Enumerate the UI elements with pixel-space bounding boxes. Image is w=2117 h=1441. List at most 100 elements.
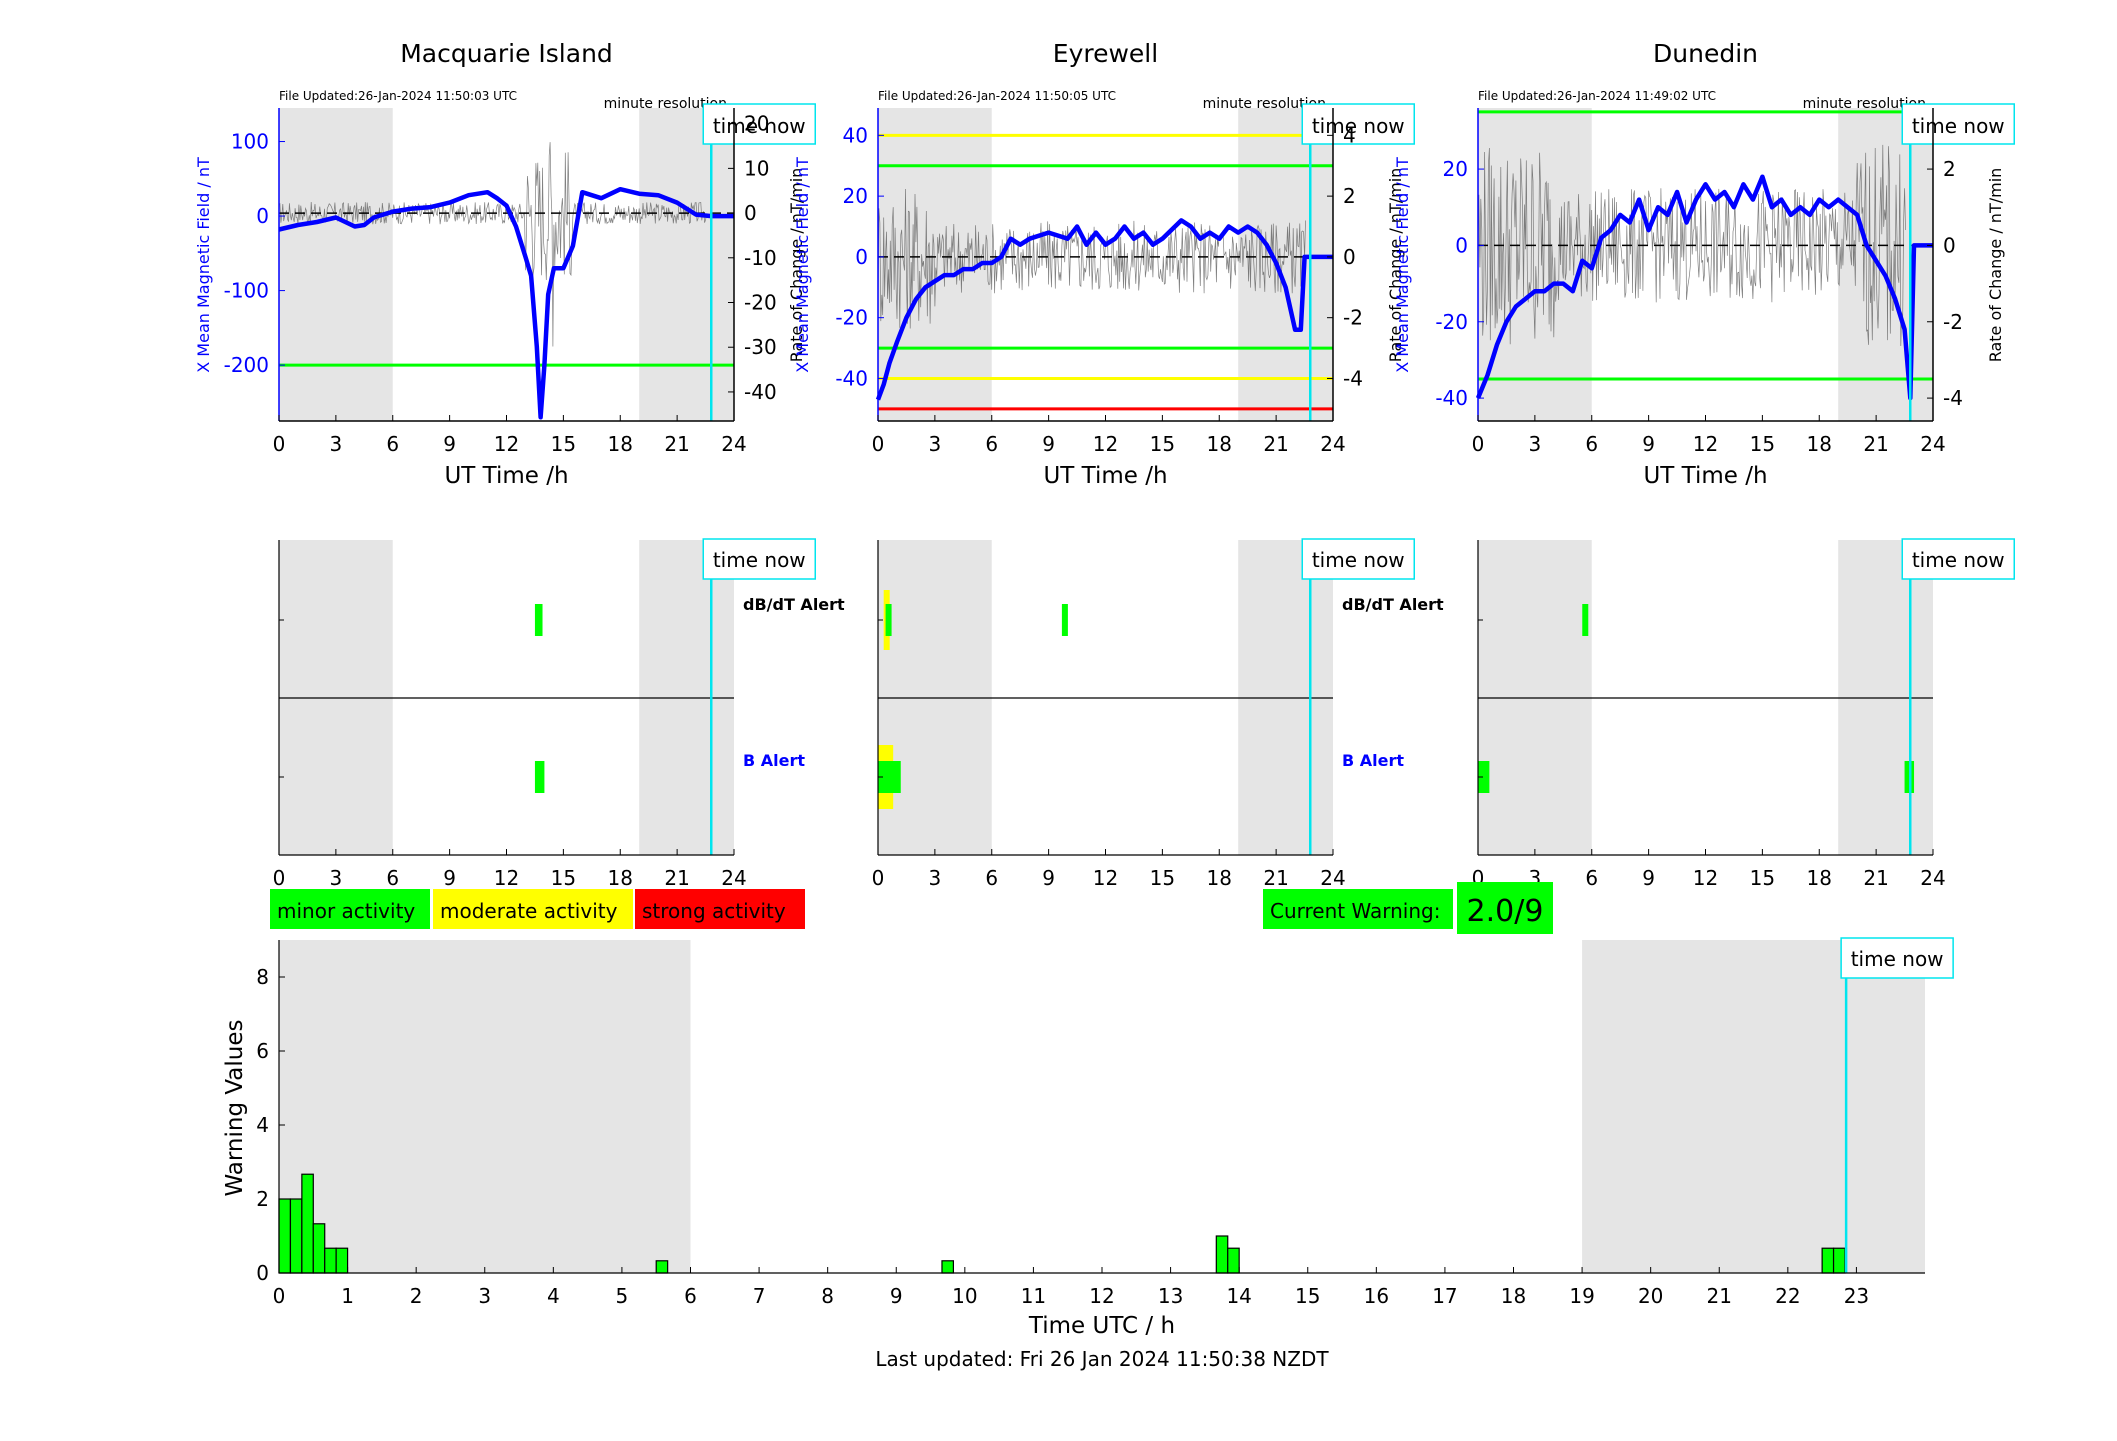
x-tick-label: 21 bbox=[1263, 866, 1288, 890]
x-tick-label: 9 bbox=[1642, 432, 1655, 456]
time-now-label: time now bbox=[1912, 114, 2005, 138]
warning-bar bbox=[278, 1198, 292, 1274]
x-tick-label: 21 bbox=[1863, 866, 1888, 890]
night-shade bbox=[1838, 108, 1933, 421]
alert-panel: time now 0 3 6 9 12 15 18 21 24 dB/dT Alert B Alert bbox=[273, 538, 845, 890]
x-tick-label: 24 bbox=[721, 866, 746, 890]
x-tick-label: 3 bbox=[330, 866, 343, 890]
x-axis-label: UT Time /h bbox=[1643, 463, 1767, 489]
x-tick-label: 0 bbox=[872, 432, 885, 456]
night-shade bbox=[279, 108, 393, 421]
x-tick-label: 15 bbox=[1750, 432, 1775, 456]
x-tick-label: 14 bbox=[1226, 1284, 1251, 1308]
x-tick-label: 2 bbox=[410, 1284, 423, 1308]
x-tick-label: 0 bbox=[273, 866, 286, 890]
x-tick-label: 12 bbox=[1089, 1284, 1114, 1308]
y-tick-label: 20 bbox=[1443, 157, 1468, 181]
y-tick-label: 100 bbox=[231, 130, 269, 154]
warning-bar bbox=[1215, 1235, 1229, 1274]
warning-bar bbox=[1821, 1247, 1835, 1274]
x-tick-label: 15 bbox=[1295, 1284, 1320, 1308]
b-alert-label: B Alert bbox=[743, 751, 805, 770]
y-tick-label: 0 bbox=[256, 204, 269, 228]
legend-swatch bbox=[433, 889, 633, 929]
x-tick-label: 24 bbox=[721, 432, 746, 456]
y-right-tick-label: 10 bbox=[744, 156, 769, 180]
alert-mark-minor bbox=[534, 761, 545, 793]
x-tick-label: 9 bbox=[1042, 432, 1055, 456]
x-tick-label: 3 bbox=[478, 1284, 491, 1308]
x-tick-label: 9 bbox=[1042, 866, 1055, 890]
x-tick-label: 24 bbox=[1320, 432, 1345, 456]
x-tick-label: 9 bbox=[443, 432, 456, 456]
x-tick-label: 18 bbox=[1501, 1284, 1526, 1308]
dbdt-alert-label: dB/dT Alert bbox=[1342, 595, 1444, 614]
night-shade bbox=[1582, 940, 1925, 1273]
legend-label: minor activity bbox=[277, 899, 415, 923]
x-tick-label: 24 bbox=[1920, 866, 1945, 890]
y-right-tick-label: -10 bbox=[744, 246, 777, 270]
x-tick-label: 6 bbox=[1585, 432, 1598, 456]
y-tick-label: 0 bbox=[256, 1261, 269, 1285]
x-tick-label: 5 bbox=[616, 1284, 629, 1308]
time-now-box bbox=[702, 538, 816, 580]
y-axis-label: X Mean Magnetic Field / nT bbox=[194, 157, 213, 373]
x-tick-label: 9 bbox=[1642, 866, 1655, 890]
y-tick-label: 2 bbox=[256, 1187, 269, 1211]
alert-mark-minor bbox=[1478, 761, 1490, 793]
alert-mark-minor bbox=[885, 604, 892, 636]
y-tick-label: 0 bbox=[855, 245, 868, 269]
file-updated-text: File Updated:26-Jan-2024 11:50:05 UTC bbox=[878, 89, 1116, 103]
warning-bar bbox=[312, 1223, 326, 1274]
x-tick-label: 12 bbox=[1093, 432, 1118, 456]
legend-swatch bbox=[635, 889, 805, 929]
warning-bar bbox=[655, 1260, 669, 1274]
time-now-label: time now bbox=[713, 548, 806, 572]
x-tick-label: 24 bbox=[1320, 866, 1345, 890]
y-axis-label: X Mean Magnetic Field / nT bbox=[1393, 157, 1412, 373]
y-right-tick-label: -20 bbox=[744, 291, 777, 315]
x-tick-label: 1 bbox=[341, 1284, 354, 1308]
time-now-label: time now bbox=[1912, 548, 2005, 572]
y-right-tick-label: -4 bbox=[1343, 366, 1363, 390]
x-tick-label: 18 bbox=[1807, 432, 1832, 456]
station-title: Macquarie Island bbox=[400, 39, 613, 68]
x-tick-label: 6 bbox=[386, 432, 399, 456]
y-right-tick-label: -2 bbox=[1343, 306, 1363, 330]
station-title: Eyrewell bbox=[1053, 39, 1158, 68]
current-warning-value-box bbox=[1457, 882, 1553, 934]
alert-mark-minor bbox=[1061, 604, 1068, 636]
y-tick-label: -20 bbox=[835, 306, 868, 330]
y-right-tick-label: -30 bbox=[744, 335, 777, 359]
x-tick-label: 4 bbox=[547, 1284, 560, 1308]
x-tick-label: 13 bbox=[1158, 1284, 1183, 1308]
y-right-tick-label: -2 bbox=[1943, 310, 1963, 334]
y-tick-label: 8 bbox=[256, 965, 269, 989]
x-tick-label: 6 bbox=[985, 432, 998, 456]
warning-bar bbox=[301, 1173, 314, 1274]
current-warning-label: Current Warning: bbox=[1270, 899, 1440, 923]
y-right-tick-label: -40 bbox=[744, 380, 777, 404]
x-tick-label: 7 bbox=[753, 1284, 766, 1308]
x-tick-label: 18 bbox=[1207, 432, 1232, 456]
y-right-tick-label: -4 bbox=[1943, 386, 1963, 410]
x-tick-label: 6 bbox=[1585, 866, 1598, 890]
y-tick-label: 4 bbox=[256, 1113, 269, 1137]
legend-label: moderate activity bbox=[440, 899, 618, 923]
station-panel: Macquarie Island File Updated:26-Jan-2024… bbox=[194, 39, 816, 489]
time-now-label: time now bbox=[1851, 947, 1944, 971]
y-tick-label: -20 bbox=[1435, 310, 1468, 334]
x-tick-label: 15 bbox=[551, 866, 576, 890]
b-alert-label: B Alert bbox=[1342, 751, 1404, 770]
last-updated-text: Last updated: Fri 26 Jan 2024 11:50:38 N… bbox=[875, 1347, 1329, 1371]
warning-bar bbox=[1832, 1247, 1846, 1274]
night-shade bbox=[1478, 108, 1592, 421]
warning-bar bbox=[1227, 1247, 1240, 1274]
time-now-box bbox=[1901, 103, 2015, 145]
y-right-axis-label: Rate of Change / nT/min bbox=[1386, 168, 1405, 363]
alert-mark-minor bbox=[534, 604, 543, 636]
time-now-box bbox=[1301, 538, 1415, 580]
y-tick-label: -100 bbox=[224, 279, 269, 303]
